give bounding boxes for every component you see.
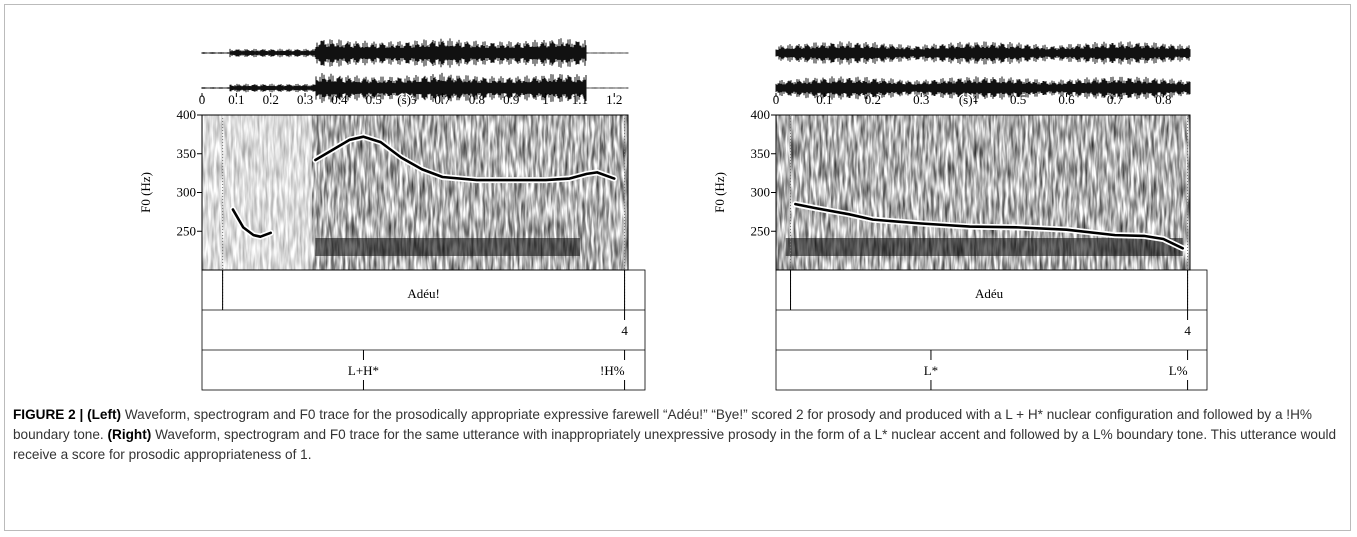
x-tick-label: 0.4	[331, 92, 348, 107]
f0-trace	[794, 202, 1185, 250]
x-tick-label: 0.8	[1155, 92, 1171, 107]
y-tick-label: 250	[751, 223, 771, 238]
break-label: 4	[1184, 323, 1191, 338]
x-tick-label: 0.7	[434, 92, 451, 107]
tone-label: L+H*	[348, 363, 379, 378]
x-tick-label: 0.2	[263, 92, 279, 107]
y-tick-label: 400	[177, 107, 197, 122]
formant-band	[315, 238, 580, 256]
caption-figure: FIGURE 2 |	[13, 407, 84, 422]
break-label: 4	[621, 323, 628, 338]
tone-label: L%	[1169, 363, 1188, 378]
figure-frame	[4, 4, 1351, 531]
y-axis-label: F0 (Hz)	[712, 172, 727, 213]
x-tick-label: 0.5	[366, 92, 382, 107]
x-axis-label: (s)	[397, 92, 411, 107]
y-tick-label: 400	[751, 107, 771, 122]
tier-frame	[775, 269, 1208, 391]
x-tick-label: 0.7	[1107, 92, 1124, 107]
waveform	[775, 76, 1191, 100]
x-tick-label: 0	[773, 92, 780, 107]
y-tick-label: 300	[751, 185, 771, 200]
x-tick-label: 0.3	[913, 92, 929, 107]
y-tick-label: 250	[177, 223, 197, 238]
x-tick-label: 0.3	[297, 92, 313, 107]
x-tick-label: 0.6	[1058, 92, 1075, 107]
x-tick-label: 0.4	[962, 92, 979, 107]
tone-label: !H%	[600, 363, 625, 378]
y-tick-label: 350	[177, 146, 197, 161]
x-tick-label: 0.1	[228, 92, 244, 107]
formant-band	[785, 238, 1183, 256]
word-label: Adéu	[975, 286, 1004, 301]
x-tick-label: 0	[199, 92, 206, 107]
y-tick-label: 300	[177, 185, 197, 200]
figure: 0 0.1 0.2 0.3 0.4 0.5 0.6 0.7 0.8 0.9 1 1.1 1.2 (s) 25…	[138, 38, 1208, 391]
x-tick-label: 0.5	[1010, 92, 1026, 107]
x-tick-label: 0.6	[400, 92, 417, 107]
f0-trace	[231, 135, 616, 238]
caption-text: Waveform, spectrogram and F0 trace for t…	[13, 407, 1312, 442]
caption: FIGURE 2 | (Left) Waveform, spectrogram …	[13, 405, 1343, 465]
y-tick-label: 350	[751, 146, 771, 161]
word-label: Adéu!	[407, 286, 440, 301]
caption-text: Waveform, spectrogram and F0 trace for t…	[13, 427, 1337, 462]
x-tick-label: 0.2	[865, 92, 881, 107]
caption-left-tag: (Left)	[87, 407, 122, 422]
y-axis-label: F0 (Hz)	[138, 172, 153, 213]
waveform	[201, 72, 629, 104]
x-tick-label: 0.1	[816, 92, 832, 107]
x-tick-label: 0.8	[469, 92, 485, 107]
waveform	[201, 38, 629, 68]
tier-frame	[201, 269, 646, 391]
tone-label: L*	[924, 363, 938, 378]
x-tick-label: 0.9	[503, 92, 519, 107]
x-tick-label: 1.2	[606, 92, 622, 107]
waveform	[775, 41, 1191, 65]
silence	[202, 115, 312, 270]
caption-right-tag: (Right)	[107, 427, 152, 442]
x-tick-label: 1.1	[572, 92, 588, 107]
x-axis-label: (s)	[959, 92, 973, 107]
x-tick-label: 1	[542, 92, 549, 107]
